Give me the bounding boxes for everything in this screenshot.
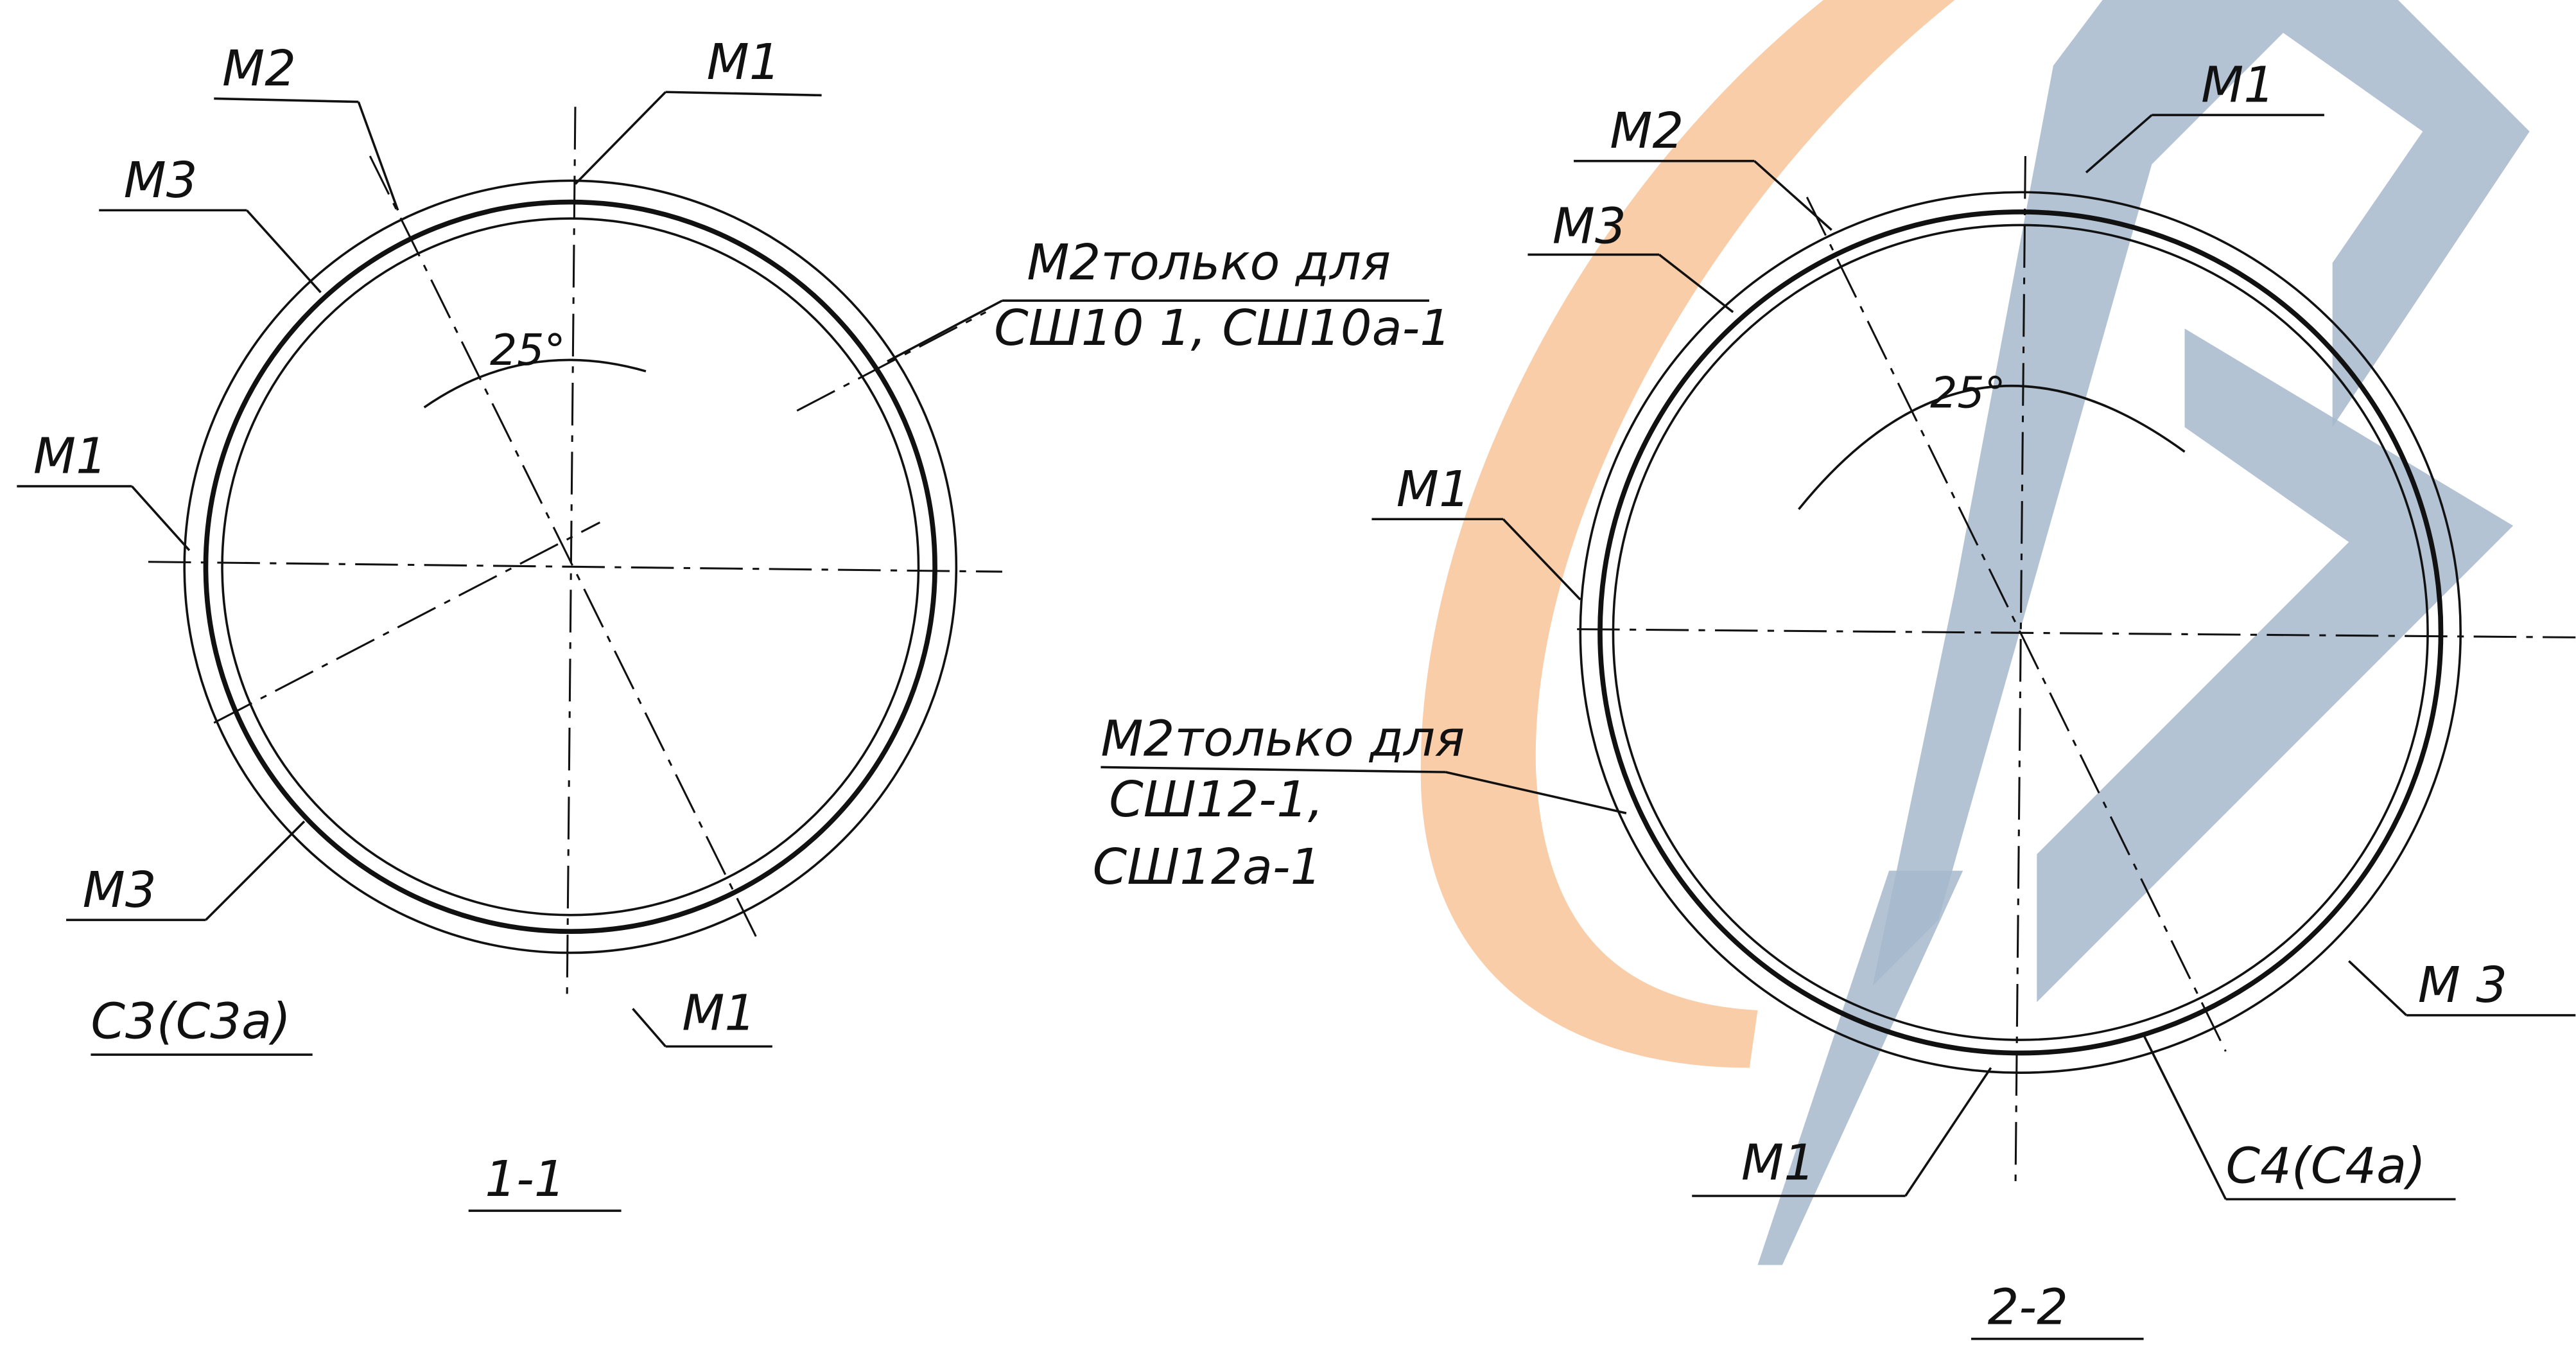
label: М2только для [1101, 711, 1465, 768]
label: М2 [222, 40, 296, 98]
label: М1 [707, 34, 781, 91]
label: СШ12а-1 [1093, 839, 1322, 896]
label: М3 [124, 152, 198, 209]
label: С3(С3а) [91, 993, 291, 1050]
background [1, 0, 2575, 1352]
drawing: М2 М1 М3 М1 М2только для СШ10 1, СШ10а-1… [0, 0, 2576, 1352]
section-title: 1-1 [485, 1151, 565, 1208]
label: М3 [1553, 198, 1626, 256]
label: М1 [682, 985, 756, 1042]
label: СШ12-1, [1109, 771, 1323, 829]
angle: 25° [490, 325, 566, 375]
section-title: 2-2 [1988, 1279, 2068, 1337]
label: М1 [1397, 461, 1470, 518]
label: М 3 [2418, 957, 2507, 1014]
angle: 25° [1930, 367, 2006, 417]
label: М2только для [1027, 234, 1391, 292]
label: М1 [2201, 57, 2275, 114]
label: М1 [33, 428, 107, 486]
label: СШ10 1, СШ10а-1 [994, 300, 1451, 357]
label: С4(С4а) [2225, 1138, 2426, 1195]
label: М2 [1610, 103, 1684, 160]
label: М3 [83, 862, 157, 919]
label: М1 [1741, 1134, 1815, 1191]
